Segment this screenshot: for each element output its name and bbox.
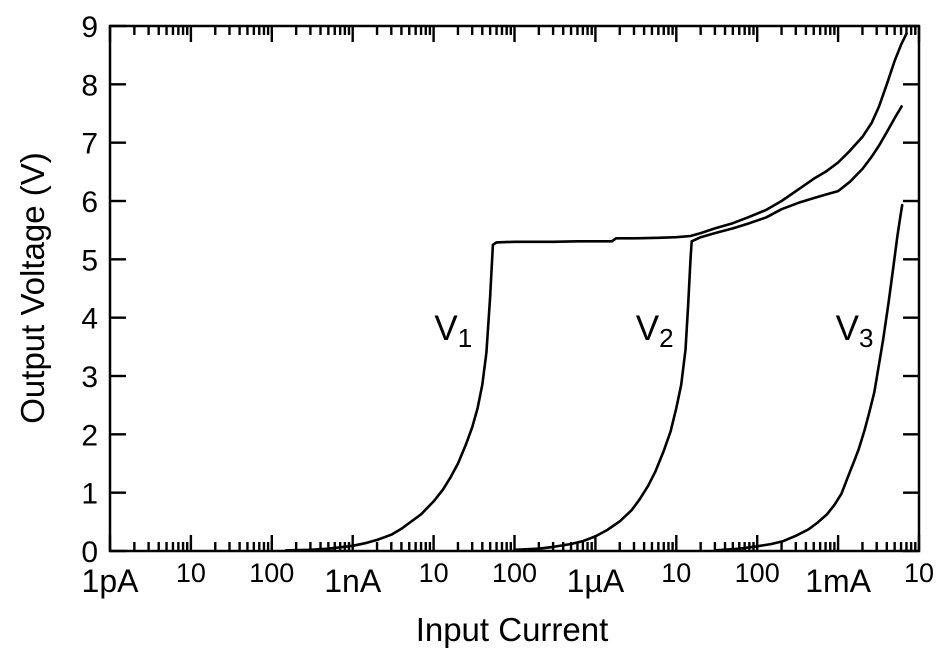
x-tick-label: 100 xyxy=(492,558,537,588)
chart-generated-layer: 1pA 10 100 1nA 10 100 1µA 10 100 1mA 100123456789V… xyxy=(81,11,934,599)
x-tick-label: 1µA xyxy=(567,563,625,599)
x-tick-label: 1nA xyxy=(324,563,382,599)
y-tick-label: 9 xyxy=(81,11,98,44)
x-tick-label: 10 xyxy=(419,558,449,588)
x-tick-label: 1pA xyxy=(82,563,140,599)
curve-label-v1: V1 xyxy=(434,309,472,353)
axis-ticks xyxy=(108,24,921,553)
curve-v1 xyxy=(284,32,908,552)
x-tick-label: 10 xyxy=(176,558,206,588)
curve-v2 xyxy=(513,105,903,552)
y-axis-tick-labels: 0 1 2 3 4 5 6 7 8 9 xyxy=(81,11,98,569)
curve-label-v2: V2 xyxy=(636,309,674,353)
x-tick-label: 100 xyxy=(249,558,294,588)
y-tick-label: 4 xyxy=(81,303,98,336)
x-axis-tick-labels: 1pA 10 100 1nA 10 100 1µA 10 100 1mA 10 xyxy=(82,558,934,599)
y-tick-label: 3 xyxy=(81,361,98,394)
y-axis-title: Output Voltage (V) xyxy=(14,152,51,424)
y-tick-label: 7 xyxy=(81,128,98,161)
plot-border xyxy=(108,24,921,553)
x-tick-label: 1mA xyxy=(805,563,871,599)
curve-v3 xyxy=(713,203,904,552)
y-tick-label: 5 xyxy=(81,244,98,277)
y-tick-label: 2 xyxy=(81,419,98,452)
x-tick-label: 10 xyxy=(661,558,691,588)
y-tick-label: 8 xyxy=(81,69,98,102)
x-tick-label: 10 xyxy=(904,558,934,588)
x-axis-title: Input Current xyxy=(416,611,609,648)
y-tick-label: 6 xyxy=(81,186,98,219)
curve-label-v3: V3 xyxy=(836,309,874,353)
x-tick-label: 100 xyxy=(735,558,780,588)
y-tick-label: 0 xyxy=(81,536,98,569)
y-tick-label: 1 xyxy=(81,478,98,511)
